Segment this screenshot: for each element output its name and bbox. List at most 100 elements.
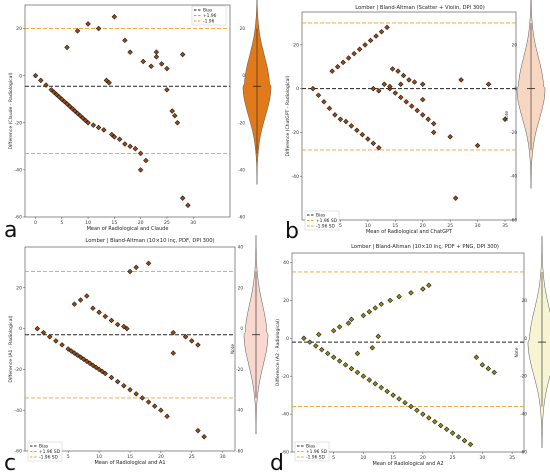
legend: Bias+1.96 SD-1.96 SD <box>294 441 330 462</box>
violin-tick-label: -20 <box>238 120 245 125</box>
y-tick-label: -60 <box>281 450 289 456</box>
data-point <box>64 44 70 51</box>
y-tick-label: 20 <box>283 298 289 304</box>
data-point <box>340 59 346 66</box>
x-tick-label: 15 <box>392 223 398 229</box>
plot-area <box>291 252 525 453</box>
data-point <box>93 364 99 371</box>
data-point <box>326 105 333 112</box>
data-point <box>437 422 444 429</box>
data-point <box>170 329 176 336</box>
data-point <box>336 358 343 364</box>
y-tick-label: -20 <box>291 130 299 136</box>
data-point <box>140 58 146 65</box>
panel-a: Lomber | Bland-Altman (Scatter + Y Violi… <box>4 0 272 243</box>
violin-tick-label: 20 <box>512 42 518 47</box>
data-point <box>132 145 139 152</box>
y-tick-label: -40 <box>291 174 299 180</box>
violin-plot: 20 0 -20 -40 -60 Note <box>514 236 550 455</box>
data-point <box>80 356 87 362</box>
data-point <box>392 90 399 96</box>
violin-tick-label: 40 <box>238 245 244 250</box>
x-axis-label: Mean of Radiological and Claude <box>87 226 169 232</box>
violin-tick-label: 20 <box>238 285 244 290</box>
data-point <box>467 441 474 448</box>
data-point <box>461 437 468 444</box>
data-point <box>367 37 374 44</box>
data-point <box>396 293 402 300</box>
data-point <box>74 28 81 34</box>
data-point <box>179 51 186 58</box>
x-tick-label: 15 <box>390 455 396 461</box>
data-point <box>403 99 409 105</box>
data-point <box>84 358 90 364</box>
data-point <box>133 391 139 397</box>
y-tick-label: 0 <box>286 336 289 342</box>
y-tick-label: -20 <box>14 367 22 373</box>
y-tick-label: 0 <box>19 326 22 332</box>
legend-label: -1.96 SD <box>316 224 336 230</box>
data-point <box>164 65 170 72</box>
x-tick-label: 10 <box>85 220 91 226</box>
x-tick-label: 35 <box>502 223 508 229</box>
y-axis-label: Difference (A2 - Radiological) <box>275 319 281 386</box>
violin-plot: 40 20 0 -20 -40 -60 Note <box>230 235 269 454</box>
violin-axis-label: Note <box>504 111 509 121</box>
legend-box <box>294 441 330 462</box>
violin-tick-label: 20 <box>522 298 528 303</box>
data-point <box>360 373 367 379</box>
violin-axis-label: Note <box>230 344 235 354</box>
data-point <box>111 14 118 20</box>
violin-tick-label: 0 <box>524 336 527 341</box>
violin-tick-label: -40 <box>520 412 527 417</box>
legend-label: +1.96 SD <box>306 449 328 455</box>
violin-tick-label: -60 <box>238 215 245 220</box>
x-tick-label: 20 <box>138 220 144 226</box>
data-point <box>370 85 377 92</box>
data-point <box>432 418 438 425</box>
x-tick-label: 0 <box>34 220 37 226</box>
x-tick-label: 15 <box>127 454 133 460</box>
plot-area <box>24 4 231 218</box>
data-point <box>182 334 189 340</box>
violin-plot: 20 0 -20 -40 -60 <box>238 0 272 220</box>
y-axis-label: Difference (A1 - Radiological) <box>8 315 14 382</box>
data-point <box>336 324 343 330</box>
data-point <box>330 327 337 334</box>
panel-letter: b <box>285 219 299 244</box>
data-point <box>127 49 133 55</box>
y-axis-label: Difference (Claude - Radiological) <box>8 72 14 149</box>
panel-c: Lomber | Bland-Altman (10×10 inç, PDF, D… <box>4 235 269 475</box>
plot-area <box>301 11 517 221</box>
x-axis-label: Mean of Radiological and ChatGPT <box>366 229 453 235</box>
data-point <box>133 264 139 271</box>
data-point <box>148 63 154 69</box>
data-point <box>38 77 44 84</box>
violin-tick-label: -60 <box>510 218 517 223</box>
data-point <box>348 316 355 323</box>
legend-label: Bias <box>39 444 49 450</box>
plot-area <box>24 246 236 452</box>
legend-box <box>191 5 227 26</box>
legend-label: Bias <box>203 8 213 14</box>
panel-letter: a <box>4 218 17 243</box>
data-point <box>59 342 65 348</box>
legend-label: +1.96 <box>203 13 217 19</box>
data-point <box>301 335 307 342</box>
data-point <box>145 260 152 267</box>
legend-label: +1.96 SD <box>39 449 61 455</box>
y-axis-label: Difference (ChatGPT - Radiological) <box>285 75 291 156</box>
y-tick-label: -60 <box>14 449 22 455</box>
legend-label: -1.96 <box>203 19 215 25</box>
data-point <box>402 399 408 406</box>
data-point <box>359 131 366 138</box>
data-point <box>101 127 107 133</box>
data-point <box>43 82 49 88</box>
data-point <box>53 338 59 344</box>
x-tick-label: 25 <box>447 223 453 229</box>
data-point <box>307 339 313 345</box>
violin-tick-label: -40 <box>236 408 243 413</box>
legend: Bias+1.96 SD-1.96 SD <box>27 441 63 462</box>
data-point <box>316 331 322 338</box>
data-point <box>474 142 481 149</box>
